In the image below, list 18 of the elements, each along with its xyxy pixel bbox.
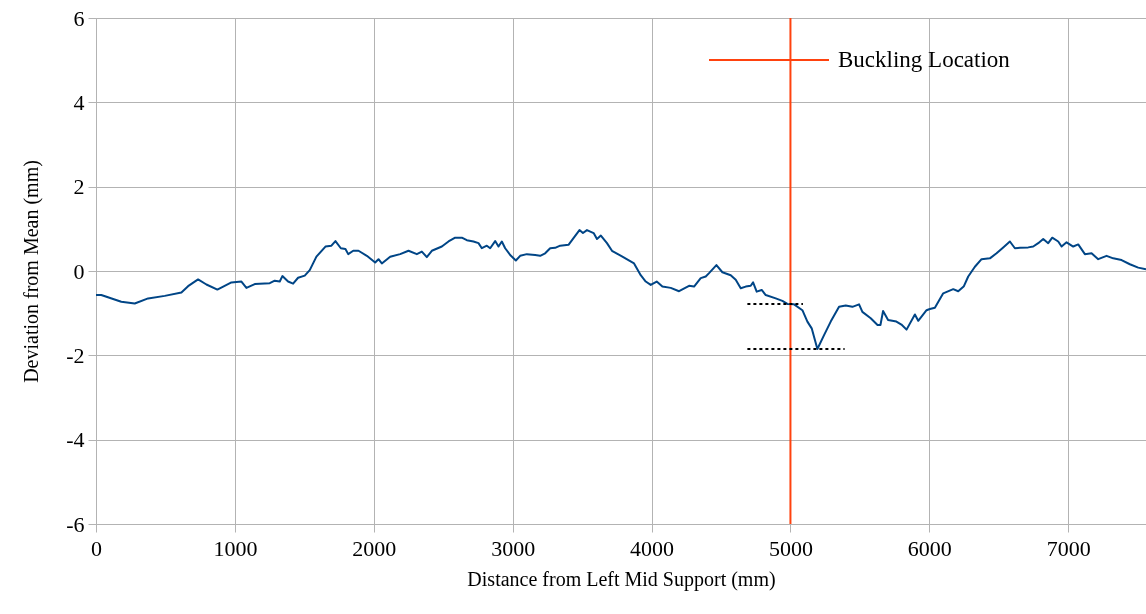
x-tick-label: 4000: [630, 535, 675, 561]
y-tick-label: 0: [73, 258, 85, 284]
y-tick-label: 6: [73, 5, 85, 31]
x-tick-label: 6000: [907, 535, 952, 561]
x-tick-label: 3000: [491, 535, 536, 561]
y-tick-label: 2: [73, 174, 85, 200]
y-tick-label: -4: [66, 427, 85, 453]
x-axis-title: Distance from Left Mid Support (mm): [467, 567, 776, 591]
x-tick-label: 2000: [352, 535, 397, 561]
text: Buckling Location: [838, 47, 1011, 72]
y-tick-label: 4: [73, 89, 85, 115]
y-axis-title: Deviation from Mean (mm): [20, 160, 44, 383]
x-tick-label: 7000: [1046, 535, 1091, 561]
y-tick-label: -2: [66, 342, 85, 368]
y-tick-label: -6: [66, 511, 85, 537]
x-tick-label: 1000: [213, 535, 258, 561]
x-tick-label: 0: [91, 535, 102, 561]
x-tick-label: 5000: [768, 535, 813, 561]
